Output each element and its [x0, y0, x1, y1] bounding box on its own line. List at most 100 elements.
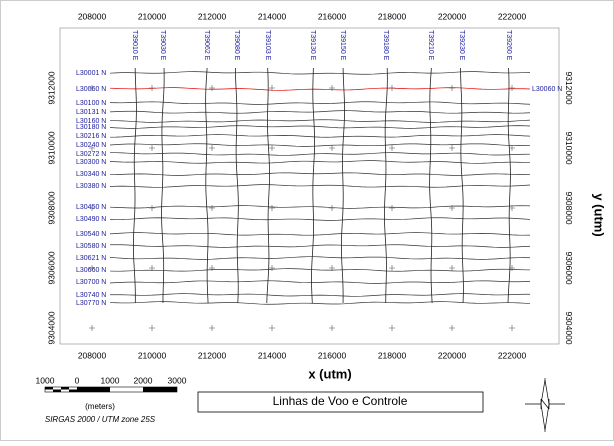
y-tick-label-right: 9306000 — [564, 251, 574, 284]
flight-line-label-right: L30060 N — [532, 86, 562, 93]
flight-line-label: L30300 N — [76, 159, 106, 166]
y-tick-label-left: 9306000 — [46, 251, 56, 284]
flight-line-label: L30131 N — [76, 109, 106, 116]
flight-line — [109, 301, 531, 305]
flight-line-label: L30380 N — [76, 183, 106, 190]
grid-cross — [149, 145, 155, 151]
grid-cross — [89, 325, 95, 331]
y-tick-label-left: 9312000 — [46, 71, 56, 104]
x-tick-label-bottom: 220000 — [438, 350, 467, 360]
x-tick-label-top: 222000 — [498, 11, 527, 21]
tie-line-label: T39062 E — [203, 30, 210, 61]
tie-line — [235, 67, 239, 304]
tie-line — [384, 67, 388, 304]
flight-line — [109, 205, 531, 209]
tie-line-label: T39010 E — [131, 30, 138, 61]
flight-line-label: L30580 N — [76, 243, 106, 250]
x-tick-label-bottom: 218000 — [378, 350, 407, 360]
tie-line-label: T39130 E — [309, 30, 316, 61]
grid-cross — [449, 145, 455, 151]
flight-line — [109, 119, 531, 123]
flight-line-label: L30216 N — [76, 133, 106, 140]
scale-bar-segment — [69, 389, 77, 392]
grid-cross — [89, 205, 95, 211]
y-tick-label-left: 9308000 — [46, 191, 56, 224]
x-tick-label-top: 212000 — [198, 11, 227, 21]
flight-line — [109, 110, 531, 114]
grid-cross — [269, 85, 275, 91]
tie-line-label: T39030 E — [159, 30, 166, 61]
grid-cross — [209, 145, 215, 151]
tie-line — [507, 67, 511, 304]
x-tick-label-top: 214000 — [258, 11, 287, 21]
grid-cross — [389, 265, 395, 271]
x-axis-label: x (utm) — [308, 366, 351, 381]
grid-cross — [449, 205, 455, 211]
tie-line — [341, 67, 345, 304]
x-tick-label-bottom: 208000 — [78, 350, 107, 360]
scale-bar: 1000 0 1000 2000 3000 (meters) SIRGAS 20… — [36, 375, 187, 424]
flight-line — [109, 160, 531, 164]
flight-line — [109, 152, 531, 156]
grid-cross — [449, 265, 455, 271]
grid-cross — [329, 145, 335, 151]
grid-cross — [149, 325, 155, 331]
grid-cross — [389, 85, 395, 91]
x-tick-label-top: 208000 — [78, 11, 107, 21]
grid-cross — [209, 325, 215, 331]
map-title: Linhas de Voo e Controle — [273, 394, 408, 408]
grid-cross — [329, 205, 335, 211]
flight-line-label: L30490 N — [76, 216, 106, 223]
grid-cross — [509, 85, 515, 91]
flight-lines — [109, 67, 531, 305]
tie-line — [460, 67, 464, 304]
grid-cross — [269, 265, 275, 271]
grid-cross — [509, 145, 515, 151]
flight-line — [109, 184, 531, 188]
tie-line-label: T39230 E — [458, 30, 465, 61]
scale-bar-segment — [53, 389, 61, 392]
flight-line-label: L30621 N — [76, 255, 106, 262]
x-tick-label-bottom: 212000 — [198, 350, 227, 360]
grid-cross — [329, 325, 335, 331]
flight-line-label: L30740 N — [76, 292, 106, 299]
scale-label: 3000 — [168, 375, 187, 385]
grid-cross — [329, 265, 335, 271]
grid-cross — [389, 205, 395, 211]
flight-line — [109, 87, 531, 91]
grid-cross — [389, 325, 395, 331]
grid-cross — [149, 205, 155, 211]
y-tick-label-right: 9304000 — [564, 311, 574, 344]
grid-cross — [509, 265, 515, 271]
grid-cross — [449, 85, 455, 91]
flight-line-label: L30770 N — [76, 300, 106, 307]
tie-line-label: T39150 E — [339, 30, 346, 61]
grid-cross — [89, 265, 95, 271]
flight-line — [109, 293, 531, 297]
x-tick-label-top: 210000 — [138, 11, 167, 21]
grid-cross — [89, 145, 95, 151]
flight-line — [109, 232, 531, 236]
flight-line — [109, 172, 531, 176]
title-box — [197, 391, 484, 413]
flight-line-label: L30160 N — [76, 118, 106, 125]
flight-line-label: L30340 N — [76, 171, 106, 178]
scale-bar-segment — [61, 387, 69, 390]
x-tick-label-bottom: 210000 — [138, 350, 167, 360]
flight-line — [109, 125, 531, 129]
flight-line-label: L30180 N — [76, 124, 106, 131]
y-tick-label-right: 9312000 — [564, 71, 574, 104]
flight-line — [109, 244, 531, 248]
y-axis-label: y (utm) — [592, 193, 607, 236]
grid-cross — [509, 205, 515, 211]
tie-line-label: T39180 E — [382, 30, 389, 61]
x-tick-label-bottom: 214000 — [258, 350, 287, 360]
y-tick-label-left: 9310000 — [46, 131, 56, 164]
grid-cross — [269, 205, 275, 211]
grid-cross — [269, 145, 275, 151]
tie-line — [266, 67, 270, 304]
tie-line-label: T39103 E — [264, 30, 271, 61]
scale-bar-segment — [143, 387, 177, 392]
y-tick-label-right: 9310000 — [564, 131, 574, 164]
flight-line-label: L30100 N — [76, 100, 106, 107]
